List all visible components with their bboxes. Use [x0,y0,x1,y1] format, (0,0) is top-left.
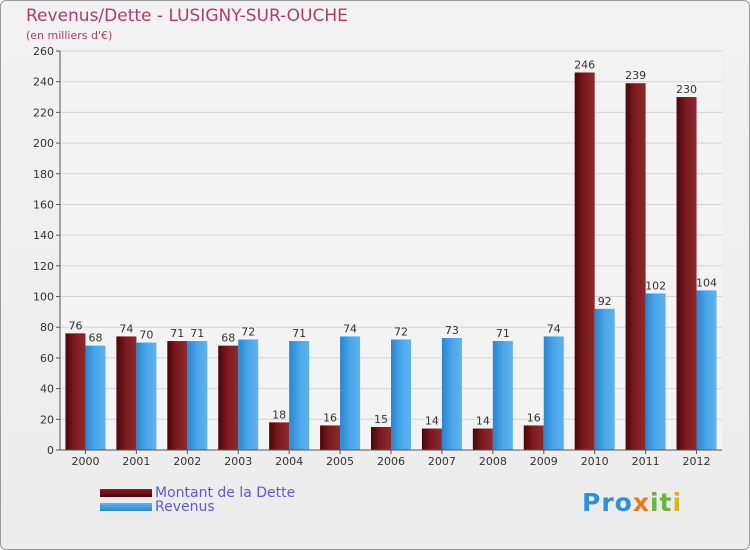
value-label-dette: 18 [272,408,286,421]
value-label-dette: 14 [476,415,490,428]
value-label-dette: 16 [527,411,541,424]
value-label-dette: 14 [425,415,439,428]
value-label-dette: 74 [119,322,133,335]
value-label-dette: 239 [625,69,646,82]
y-tick-label: 80 [40,321,54,334]
value-label-dette: 230 [676,83,697,96]
x-tick-label: 2012 [683,455,711,468]
bar-dette [574,72,595,450]
bar-revenus [340,336,361,450]
y-tick-label: 60 [40,352,54,365]
value-label-revenus: 71 [190,327,204,340]
value-label-revenus: 104 [696,276,717,289]
bar-dette [472,428,493,450]
logo-part-4: i [672,488,683,517]
value-label-dette: 68 [221,332,235,345]
y-tick-label: 240 [33,76,54,89]
bar-revenus [441,337,462,450]
x-tick-label: 2011 [632,455,660,468]
x-tick-label: 2006 [377,455,405,468]
bar-revenus [492,341,513,450]
bar-dette [625,83,646,450]
bar-dette [523,425,544,450]
bar-revenus [136,342,157,450]
value-label-dette: 246 [574,58,595,71]
bar-revenus [187,341,208,450]
x-tick-label: 2000 [71,455,99,468]
value-label-dette: 15 [374,413,388,426]
legend-label-dette: Montant de la Dette [155,485,296,501]
value-label-dette: 76 [68,319,82,332]
y-tick-label: 0 [47,444,54,457]
x-tick-label: 2009 [530,455,558,468]
value-label-revenus: 70 [139,329,153,342]
logo-part-2: x [632,488,650,517]
x-tick-label: 2008 [479,455,507,468]
x-tick-label: 2004 [275,455,303,468]
x-tick-label: 2002 [173,455,201,468]
y-tick-label: 120 [33,260,54,273]
bar-revenus [543,336,564,450]
value-label-revenus: 74 [547,322,561,335]
legend-label-revenus: Revenus [155,499,215,515]
y-tick-label: 220 [33,106,54,119]
bar-dette [676,97,697,451]
value-label-revenus: 71 [496,327,510,340]
x-tick-label: 2003 [224,455,252,468]
value-label-revenus: 74 [343,322,357,335]
legend-swatch-dette [100,489,152,497]
value-label-revenus: 102 [645,279,666,292]
bar-revenus [85,345,106,450]
bar-dette [65,333,86,450]
bar-dette [421,428,442,450]
value-label-revenus: 72 [241,326,255,339]
bar-revenus [289,341,310,450]
y-tick-label: 180 [33,168,54,181]
y-tick-label: 100 [33,291,54,304]
y-tick-label: 40 [40,383,54,396]
chart-title: Revenus/Dette - LUSIGNY-SUR-OUCHE [26,6,348,26]
legend-swatch-revenus [100,503,152,511]
bar-dette [269,422,290,450]
bar-revenus [696,290,717,450]
x-tick-label: 2010 [581,455,609,468]
value-label-revenus: 68 [88,332,102,345]
value-label-revenus: 73 [445,324,459,337]
y-tick-label: 140 [33,229,54,242]
bar-revenus [238,339,259,450]
bar-dette [218,345,239,450]
bar-dette [320,425,341,450]
bar-revenus [645,293,666,450]
y-tick-label: 260 [33,45,54,58]
value-label-dette: 16 [323,411,337,424]
bar-revenus [594,308,615,450]
chart-subtitle: (en milliers d'€) [26,29,113,42]
y-tick-label: 160 [33,198,54,211]
value-label-revenus: 92 [598,295,612,308]
bar-revenus [391,339,411,450]
x-tick-label: 2007 [428,455,456,468]
y-tick-label: 20 [40,413,54,426]
bar-dette [116,336,137,450]
value-label-revenus: 71 [292,327,306,340]
bar-dette [167,341,188,450]
value-label-dette: 71 [170,327,184,340]
value-label-revenus: 72 [394,326,408,339]
x-tick-label: 2001 [122,455,150,468]
proxiti-logo: Proxiti [582,488,682,517]
logo-part-3: it [649,488,673,517]
bar-dette [371,426,391,450]
x-tick-label: 2005 [326,455,354,468]
logo-part-1: Pro [582,488,633,517]
y-tick-label: 200 [33,137,54,150]
